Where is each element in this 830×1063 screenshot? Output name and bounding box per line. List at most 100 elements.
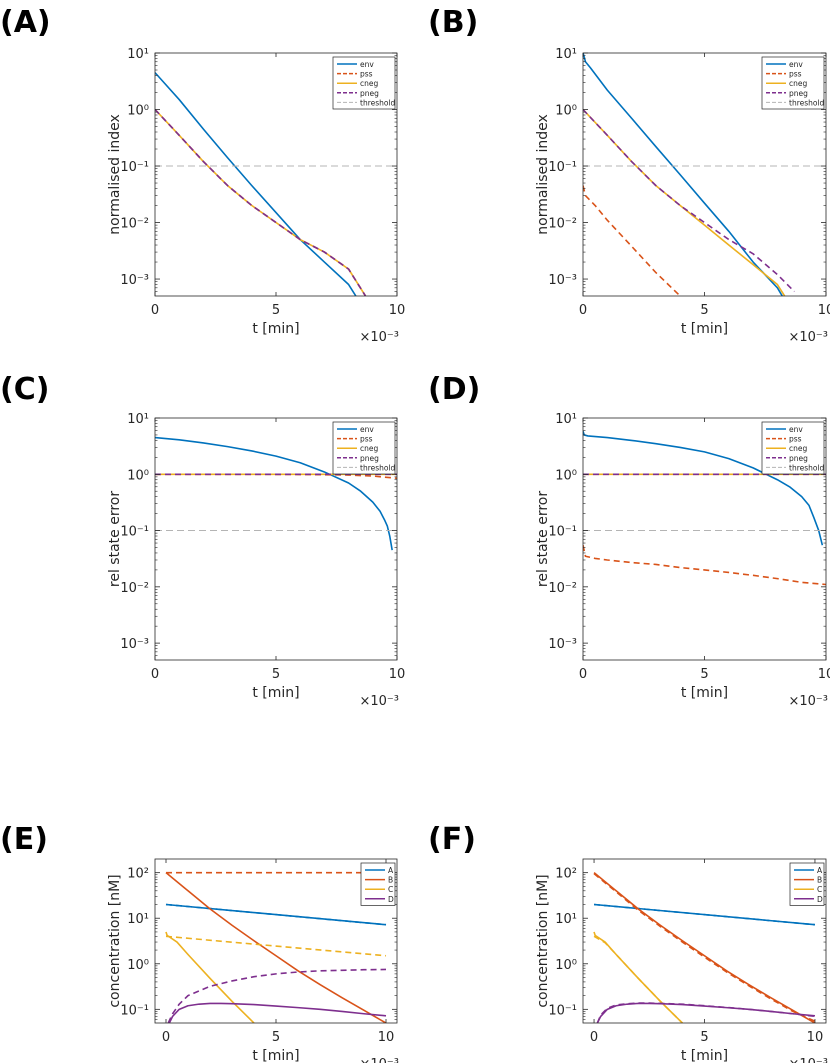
panel-f-legend-label-a: A <box>817 866 823 875</box>
panel-d-xtick-label: 5 <box>700 667 708 682</box>
panel-d-legend-label-pneg: pneg <box>789 454 808 463</box>
panel-b-ytick-label: 10¹ <box>555 47 577 62</box>
panel-e-legend-label-b: B <box>388 876 393 885</box>
panel-a-xtick-label: 0 <box>151 303 159 318</box>
panel-e-label: (E) <box>0 822 48 857</box>
panel-a-legend-label-env: env <box>360 60 374 69</box>
panel-b-legend-label-env: env <box>789 60 803 69</box>
panel-f-series-b-reduced <box>593 873 816 1022</box>
panel-d-xtick-label: 10 <box>818 667 830 682</box>
panel-c-xlabel: t [min] <box>252 685 299 701</box>
panel-e-series-c-reduced <box>165 935 387 957</box>
panel-c-legend-label-cneg: cneg <box>360 444 378 453</box>
panel-e-series-d-reduced <box>167 968 387 1023</box>
panel-d-ytick-label: 10⁻¹ <box>548 525 577 540</box>
panel-f-legend-label-d: D <box>817 895 823 904</box>
panel-a-ylabel: normalised index <box>107 114 123 235</box>
panel-e-series-a-reduced <box>165 903 387 926</box>
panel-a-legend-label-pneg: pneg <box>360 89 379 98</box>
panel-e-legend-label-c: C <box>388 885 393 894</box>
panel-d-ytick-label: 10⁰ <box>555 468 577 483</box>
panel-e-ylabel: concentration [nM] <box>107 874 123 1007</box>
panel-c-xtick-label: 0 <box>151 667 159 682</box>
panel-f-xlabel: t [min] <box>681 1048 728 1063</box>
panel-f-x-exponent: ×10⁻³ <box>788 1057 828 1063</box>
panel-b-xtick-label: 5 <box>700 303 708 318</box>
panel-c-legend-label-env: env <box>360 425 374 434</box>
panel-c-ytick-label: 10⁰ <box>127 468 149 483</box>
panel-c-ytick-label: 10⁻¹ <box>120 525 149 540</box>
panel-b-ylabel: normalised index <box>535 114 551 235</box>
panel-b-legend-label-cneg: cneg <box>789 79 807 88</box>
panel-b-series-pneg <box>583 108 795 293</box>
panel-a-series-env <box>155 72 357 296</box>
panel-a-xlabel: t [min] <box>252 321 299 337</box>
panel-e-ytick-label: 10⁰ <box>127 958 149 973</box>
panel-a-ytick-label: 10⁻³ <box>120 273 149 288</box>
panel-f-series-d-reduced <box>596 1002 816 1023</box>
panel-f-plot-area <box>583 859 826 1023</box>
panel-b-ytick-label: 10⁻¹ <box>548 160 577 175</box>
panel-f-ytick-label: 10¹ <box>555 912 577 927</box>
panel-d-label: (D) <box>428 372 480 407</box>
panel-d-series-pss <box>583 544 826 586</box>
panel-d-legend-label-pss: pss <box>789 435 802 444</box>
panel-b-xtick-label: 0 <box>579 303 587 318</box>
panel-a-label: (A) <box>0 5 51 40</box>
panel-d-legend-label-cneg: cneg <box>789 444 807 453</box>
panel-c-ytick-label: 10⁻³ <box>120 637 149 652</box>
panel-e-xtick-label: 10 <box>378 1030 395 1045</box>
panel-d-xlabel: t [min] <box>681 685 728 701</box>
panel-c-x-exponent: ×10⁻³ <box>359 694 399 709</box>
panel-e-ytick-label: 10¹ <box>127 912 149 927</box>
panel-f-xtick-label: 0 <box>590 1030 598 1045</box>
panel-f-ylabel: concentration [nM] <box>535 874 551 1007</box>
panel-d-ylabel: rel state error <box>535 491 551 587</box>
panel-e-xtick-label: 0 <box>162 1030 170 1045</box>
panel-f-legend-label-c: C <box>817 885 822 894</box>
panel-c-ylabel: rel state error <box>107 491 123 587</box>
panel-d-ytick-label: 10¹ <box>555 412 577 427</box>
panel-e-ytick-label: 10⁻¹ <box>120 1003 149 1018</box>
panel-a-xtick-label: 5 <box>272 303 280 318</box>
panel-b-ytick-label: 10⁻² <box>548 217 577 232</box>
panel-f-series-b <box>593 872 816 1023</box>
panel-f-series-c-reduced <box>593 935 683 1023</box>
panel-a-xtick-label: 10 <box>389 303 406 318</box>
panel-a-legend-label-threshold: threshold <box>360 98 396 107</box>
panel-c-ytick-label: 10⁻² <box>120 581 149 596</box>
panel-d-series-env <box>583 431 824 546</box>
panel-e-series-group <box>165 871 387 1023</box>
panel-b-xlabel: t [min] <box>681 321 728 337</box>
panel-a-x-exponent: ×10⁻³ <box>359 330 399 345</box>
panel-e-series-d <box>168 1002 387 1023</box>
panel-a-ytick-label: 10⁻¹ <box>120 160 149 175</box>
panel-d-xtick-label: 0 <box>579 667 587 682</box>
panel-e-ytick-label: 10² <box>127 867 149 882</box>
panel-b-xtick-label: 10 <box>818 303 830 318</box>
panel-a-ytick-label: 10⁻² <box>120 217 149 232</box>
panel-e-legend-label-a: A <box>388 866 394 875</box>
panel-b-ytick-label: 10⁰ <box>555 104 577 119</box>
panel-b-legend-label-pneg: pneg <box>789 89 808 98</box>
panel-e-series-b <box>165 872 387 1023</box>
panel-d-ytick-label: 10⁻² <box>548 581 577 596</box>
panel-e-xlabel: t [min] <box>252 1048 299 1063</box>
panel-a-series-pneg <box>155 108 367 296</box>
panel-c-series-env <box>155 436 393 551</box>
panel-f-xtick-label: 10 <box>807 1030 824 1045</box>
panel-e-plot-area <box>155 859 397 1023</box>
panel-a-ytick-label: 10⁰ <box>127 104 149 119</box>
panel-f-ytick-label: 10² <box>555 867 577 882</box>
panel-f-series-group <box>593 872 816 1023</box>
panel-b-ytick-label: 10⁻³ <box>548 273 577 288</box>
panel-d-x-exponent: ×10⁻³ <box>788 694 828 709</box>
panel-a-legend-label-pss: pss <box>360 70 373 79</box>
panel-c-legend-label-threshold: threshold <box>360 463 396 472</box>
panel-b-label: (B) <box>428 5 478 40</box>
panel-b-legend-label-pss: pss <box>789 70 802 79</box>
panel-f-ytick-label: 10⁻¹ <box>548 1003 577 1018</box>
panel-a-legend-label-cneg: cneg <box>360 79 378 88</box>
panel-c-legend-label-pneg: pneg <box>360 454 379 463</box>
